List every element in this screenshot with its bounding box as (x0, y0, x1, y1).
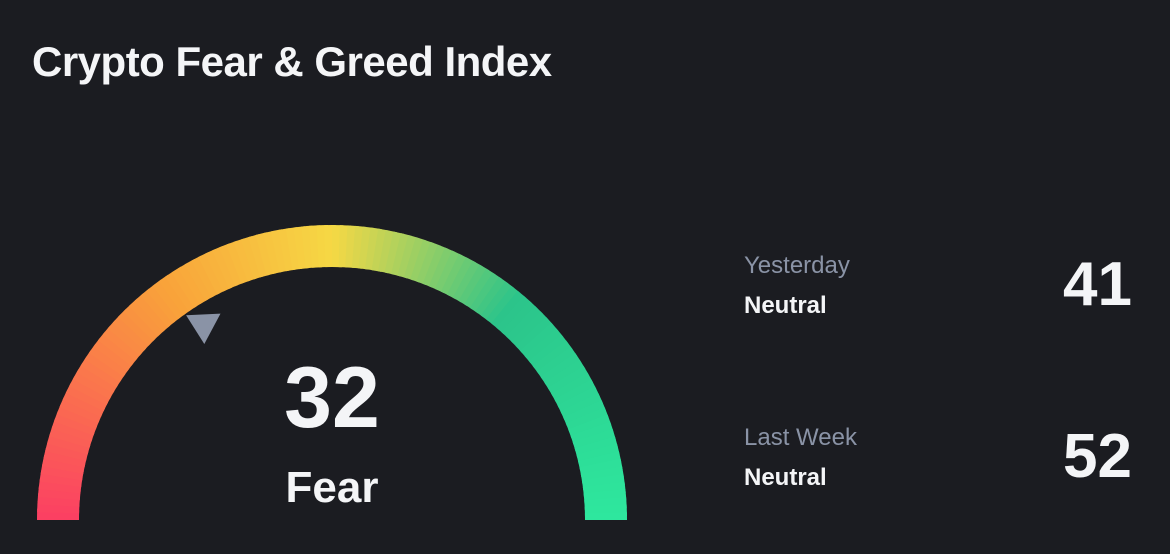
history-yesterday: Yesterday Neutral 41 (744, 252, 1144, 332)
gauge-arc-segments (37, 225, 627, 521)
history-period-label: Last Week (744, 424, 857, 451)
history-value: 41 (1063, 250, 1132, 319)
history-value: 52 (1063, 422, 1132, 491)
gauge-value: 32 (284, 350, 380, 446)
fear-greed-gauge: 32 Fear (37, 225, 627, 521)
history-last-week: Last Week Neutral 52 (744, 424, 1144, 504)
gauge-arc (37, 225, 627, 521)
triangle-pointer-icon (186, 313, 221, 344)
history-period-label: Yesterday (744, 252, 850, 279)
gauge-classification: Fear (285, 463, 379, 512)
history-classification: Neutral (744, 464, 827, 491)
page-title: Crypto Fear & Greed Index (32, 38, 552, 85)
history-classification: Neutral (744, 292, 827, 319)
